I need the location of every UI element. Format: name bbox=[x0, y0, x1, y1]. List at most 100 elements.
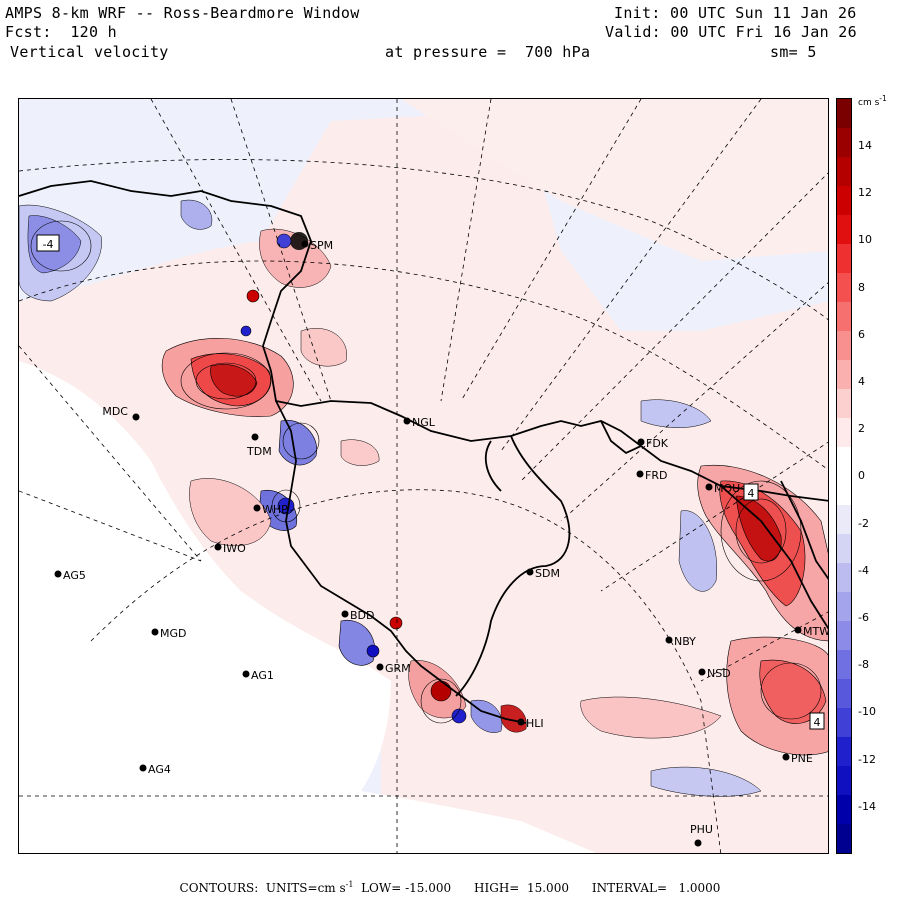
colorbar-swatch bbox=[837, 592, 851, 621]
colorbar-tick-label: -12 bbox=[858, 752, 876, 766]
station-mgd: MGD bbox=[151, 627, 187, 640]
station-sdm: SDM bbox=[526, 567, 560, 580]
station-label: BDD bbox=[350, 609, 375, 622]
forecast-hour: Fcst: 120 h bbox=[5, 23, 117, 41]
colorbar-swatch bbox=[837, 244, 851, 273]
station-mdc: MDC bbox=[102, 405, 140, 421]
colorbar-tick-label: 10 bbox=[858, 233, 872, 247]
colorbar-swatch bbox=[837, 273, 851, 302]
colorbar-tick-label: 6 bbox=[858, 327, 865, 341]
colorbar-swatch bbox=[837, 476, 851, 505]
station-phu: PHU bbox=[690, 823, 713, 847]
svg-text:4: 4 bbox=[814, 716, 821, 729]
station-dot bbox=[151, 628, 159, 636]
station-label: HLI bbox=[526, 717, 544, 730]
station-label: NSD bbox=[707, 667, 731, 680]
station-fdk: FDK bbox=[637, 437, 669, 450]
colorbar-swatch bbox=[837, 824, 851, 853]
station-label: MDC bbox=[102, 405, 128, 418]
station-label: AG1 bbox=[251, 669, 274, 682]
colorbar-swatch bbox=[837, 563, 851, 592]
station-ag1: AG1 bbox=[242, 669, 274, 682]
station-label: MGD bbox=[160, 627, 187, 640]
extremum-label: 4 bbox=[809, 712, 825, 730]
station-mou: MOU bbox=[705, 482, 740, 495]
colorbar-tick-label: -10 bbox=[858, 705, 876, 719]
station-label: WHP bbox=[262, 503, 288, 516]
station-nsd: NSD bbox=[698, 667, 731, 680]
colorbar-swatch bbox=[837, 505, 851, 534]
colorbar-tick-label: -8 bbox=[858, 658, 869, 672]
color-bar bbox=[836, 98, 852, 854]
colorbar-swatch bbox=[837, 447, 851, 476]
station-dot bbox=[54, 570, 62, 578]
svg-text:-4: -4 bbox=[43, 238, 54, 251]
station-label: FRD bbox=[645, 469, 667, 482]
colorbar-swatch bbox=[837, 389, 851, 418]
station-dot bbox=[242, 670, 250, 678]
extremum-label: -4 bbox=[36, 234, 60, 252]
graticule bbox=[19, 99, 828, 853]
station-frd: FRD bbox=[636, 469, 667, 482]
station-tdm: TDM bbox=[246, 433, 272, 458]
contour-lines bbox=[30, 220, 822, 724]
init-time: Init: 00 UTC Sun 11 Jan 26 bbox=[614, 4, 857, 22]
station-whp: WHP bbox=[253, 503, 288, 516]
colorbar-swatch bbox=[837, 679, 851, 708]
station-dot bbox=[403, 417, 411, 425]
station-label: SPM bbox=[310, 239, 333, 252]
station-label: PHU bbox=[690, 823, 713, 836]
colorbar-units: cm s-1 bbox=[858, 94, 887, 108]
coastline bbox=[19, 180, 828, 724]
station-layer: MDC NGL FDK FRD TDM WHP IWO AG5 SDM BDD MGD NBY GRM A… bbox=[54, 239, 829, 847]
station-label: NBY bbox=[674, 635, 696, 648]
colorbar-swatch bbox=[837, 737, 851, 766]
station-dot bbox=[139, 764, 147, 772]
station-dot bbox=[782, 753, 790, 761]
station-label: TDM bbox=[246, 445, 272, 458]
colorbar-swatch bbox=[837, 157, 851, 186]
station-dot bbox=[214, 543, 222, 551]
map-panel: MDC NGL FDK FRD TDM WHP IWO AG5 SDM BDD MGD NBY GRM A… bbox=[18, 98, 829, 854]
colorbar-swatch bbox=[837, 650, 851, 679]
station-label: MOU bbox=[714, 482, 740, 495]
colorbar-tick-label: 2 bbox=[858, 422, 865, 436]
station-label: AG5 bbox=[63, 569, 86, 582]
valid-time: Valid: 00 UTC Fri 16 Jan 26 bbox=[605, 23, 857, 41]
station-dot bbox=[376, 663, 384, 671]
station-dot bbox=[251, 433, 259, 441]
station-dot bbox=[794, 626, 802, 634]
station-label: GRM bbox=[385, 662, 411, 675]
station-label: FDK bbox=[646, 437, 669, 450]
station-dot bbox=[341, 610, 349, 618]
colorbar-tick-label: -2 bbox=[858, 516, 869, 530]
colorbar-tick-label: 14 bbox=[858, 139, 872, 152]
station-bdd: BDD bbox=[341, 609, 375, 622]
colorbar-swatch bbox=[837, 534, 851, 563]
station-grm: GRM bbox=[376, 662, 411, 675]
station-label: IWO bbox=[223, 542, 246, 555]
colorbar-swatch bbox=[837, 215, 851, 244]
station-dot bbox=[301, 240, 309, 248]
station-label: SDM bbox=[535, 567, 560, 580]
colorbar-swatch bbox=[837, 186, 851, 215]
station-label: AG4 bbox=[148, 763, 171, 776]
colorbar-tick-label: 12 bbox=[858, 186, 872, 200]
station-dot bbox=[637, 438, 645, 446]
field-name: Vertical velocity bbox=[10, 43, 169, 61]
station-dot bbox=[253, 504, 261, 512]
colorbar-swatch bbox=[837, 795, 851, 824]
colorbar-swatch bbox=[837, 128, 851, 157]
station-ngl: NGL bbox=[403, 416, 436, 429]
contour-info: CONTOURS: UNITS=cm s-1 LOW= -15.000 HIGH… bbox=[179, 880, 721, 895]
colorbar-swatch bbox=[837, 766, 851, 795]
station-ag4: AG4 bbox=[139, 763, 171, 776]
station-label: MTW bbox=[803, 625, 829, 638]
colorbar-swatch bbox=[837, 418, 851, 447]
colorbar-tick-label: 4 bbox=[858, 375, 865, 388]
colorbar-swatch bbox=[837, 302, 851, 331]
map-svg: MDC NGL FDK FRD TDM WHP IWO AG5 SDM BDD MGD NBY GRM A… bbox=[19, 99, 829, 853]
extremum-label: 4 bbox=[743, 483, 759, 501]
station-nby: NBY bbox=[665, 635, 696, 648]
station-mtw: MTW bbox=[794, 625, 829, 638]
